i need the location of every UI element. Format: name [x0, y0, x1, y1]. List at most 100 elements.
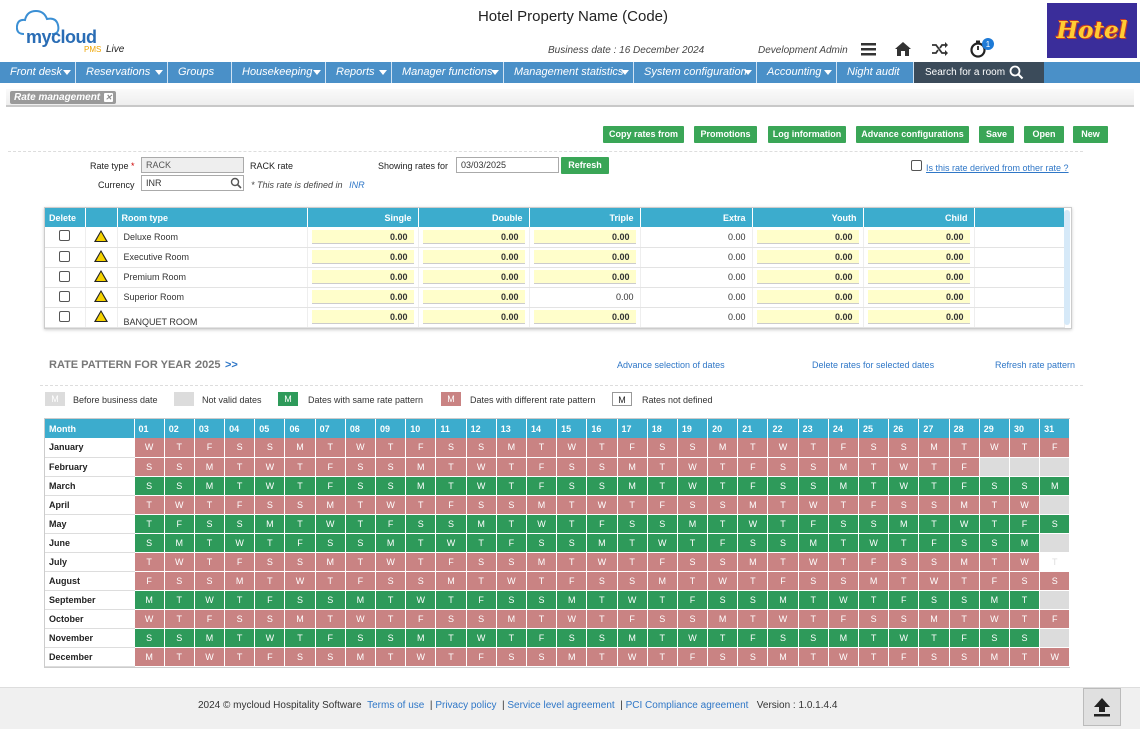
- calendar-day[interactable]: T: [858, 628, 890, 648]
- calendar-day[interactable]: F: [435, 495, 467, 515]
- rate-type-input[interactable]: RACK: [141, 157, 244, 173]
- calendar-day[interactable]: T: [1009, 609, 1041, 629]
- calendar-day[interactable]: T: [345, 514, 377, 534]
- rate-single[interactable]: 0.00: [311, 229, 414, 244]
- calendar-day[interactable]: M: [586, 533, 618, 553]
- calendar-day[interactable]: T: [405, 495, 437, 515]
- nav-groups[interactable]: Groups: [168, 62, 232, 83]
- calendar-day[interactable]: F: [1009, 514, 1041, 534]
- calendar-day[interactable]: T: [949, 438, 980, 458]
- calendar-day[interactable]: F: [224, 552, 256, 572]
- calendar-day[interactable]: S: [466, 438, 497, 458]
- calendar-day[interactable]: T: [737, 609, 769, 629]
- calendar-day[interactable]: W: [918, 571, 950, 591]
- calendar-day[interactable]: W: [526, 514, 558, 534]
- calendar-day[interactable]: T: [224, 647, 256, 667]
- calendar-day[interactable]: S: [194, 571, 226, 591]
- calendar-day[interactable]: S: [858, 514, 890, 534]
- calendar-day[interactable]: M: [526, 495, 558, 515]
- calendar-day[interactable]: W: [466, 457, 497, 477]
- calendar-day[interactable]: T: [466, 533, 497, 553]
- calendar-day[interactable]: W: [677, 476, 709, 496]
- calendar-day[interactable]: W: [767, 438, 799, 458]
- calendar-day[interactable]: F: [315, 457, 346, 477]
- calendar-day[interactable]: F: [737, 457, 769, 477]
- calendar-day[interactable]: F: [858, 552, 890, 572]
- rate-single[interactable]: 0.00: [311, 250, 414, 264]
- calendar-day[interactable]: T: [224, 628, 256, 648]
- mycloud-logo[interactable]: mycloud PMS Live: [14, 6, 134, 58]
- calendar-day[interactable]: T: [586, 647, 618, 667]
- calendar-day[interactable]: M: [979, 647, 1010, 667]
- calendar-day[interactable]: T: [284, 514, 316, 534]
- calendar-day[interactable]: T: [526, 609, 558, 629]
- calendar-day[interactable]: M: [888, 514, 920, 534]
- calendar-day[interactable]: M: [858, 571, 890, 591]
- calendar-day[interactable]: S: [918, 590, 950, 610]
- calendar-day[interactable]: S: [586, 571, 618, 591]
- calendar-day[interactable]: S: [164, 571, 195, 591]
- delete-checkbox[interactable]: [59, 310, 71, 322]
- calendar-day[interactable]: S: [345, 533, 377, 553]
- calendar-day[interactable]: T: [284, 457, 316, 477]
- calendar-day[interactable]: M: [194, 628, 226, 648]
- pci-link[interactable]: PCI Compliance agreement: [625, 700, 749, 711]
- calendar-day[interactable]: T: [315, 438, 346, 458]
- calendar-day[interactable]: W: [164, 495, 195, 515]
- calendar-day[interactable]: S: [677, 495, 709, 515]
- calendar-day[interactable]: S: [315, 590, 346, 610]
- rate-child[interactable]: 0.00: [867, 310, 970, 324]
- calendar-day[interactable]: W: [828, 590, 860, 610]
- calendar-day[interactable]: T: [888, 533, 920, 553]
- calendar-day[interactable]: W: [405, 590, 437, 610]
- calendar-day[interactable]: S: [858, 438, 890, 458]
- calendar-day[interactable]: T: [1039, 551, 1071, 572]
- calendar-day[interactable]: T: [888, 571, 920, 591]
- calendar-day[interactable]: T: [466, 571, 497, 591]
- close-icon[interactable]: ✕: [104, 93, 114, 102]
- calendar-day[interactable]: F: [586, 514, 618, 534]
- calendar-day[interactable]: T: [979, 552, 1010, 572]
- calendar-day[interactable]: T: [134, 514, 165, 534]
- calendar-day[interactable]: S: [405, 571, 437, 591]
- calendar-day[interactable]: S: [284, 647, 316, 667]
- calendar-day[interactable]: T: [526, 438, 558, 458]
- calendar-day[interactable]: W: [194, 590, 226, 610]
- nav-reservations[interactable]: Reservations: [76, 62, 168, 83]
- calendar-day[interactable]: T: [435, 628, 467, 648]
- nav-night-audit[interactable]: Night audit: [837, 62, 914, 83]
- calendar-day[interactable]: S: [164, 628, 195, 648]
- calendar-day[interactable]: S: [254, 495, 286, 515]
- calendar-day[interactable]: T: [315, 609, 346, 629]
- rate-extra[interactable]: 0.00: [727, 272, 746, 282]
- calendar-day[interactable]: S: [918, 495, 950, 515]
- terms-link[interactable]: Terms of use: [367, 700, 425, 711]
- rate-extra[interactable]: 0.00: [727, 312, 746, 322]
- calendar-day[interactable]: M: [556, 590, 588, 610]
- home-icon[interactable]: [893, 40, 913, 58]
- calendar-day[interactable]: S: [586, 476, 618, 496]
- calendar-day[interactable]: T: [949, 571, 980, 591]
- calendar-day[interactable]: T: [828, 533, 860, 553]
- calendar-day[interactable]: F: [858, 495, 890, 515]
- calendar-day[interactable]: S: [979, 628, 1010, 648]
- delete-checkbox[interactable]: [59, 270, 71, 282]
- calendar-day[interactable]: S: [526, 533, 558, 553]
- calendar-day[interactable]: T: [617, 552, 648, 572]
- calendar-day[interactable]: T: [918, 514, 950, 534]
- calendar-day[interactable]: T: [164, 438, 195, 458]
- calendar-day[interactable]: W: [1039, 647, 1071, 667]
- currency-search-icon[interactable]: [230, 177, 242, 189]
- calendar-day[interactable]: W: [1009, 495, 1041, 515]
- calendar-day[interactable]: M: [405, 457, 437, 477]
- rate-single[interactable]: 0.00: [311, 290, 414, 304]
- calendar-day[interactable]: F: [284, 533, 316, 553]
- rate-double[interactable]: 0.00: [422, 270, 525, 284]
- calendar-day[interactable]: F: [767, 571, 799, 591]
- calendar-day[interactable]: T: [345, 552, 377, 572]
- calendar-day[interactable]: F: [375, 514, 407, 534]
- calendar-day[interactable]: T: [224, 457, 256, 477]
- calendar-day[interactable]: S: [496, 647, 527, 667]
- calendar-day[interactable]: F: [1039, 609, 1071, 629]
- log-information-button[interactable]: Log information: [768, 126, 846, 143]
